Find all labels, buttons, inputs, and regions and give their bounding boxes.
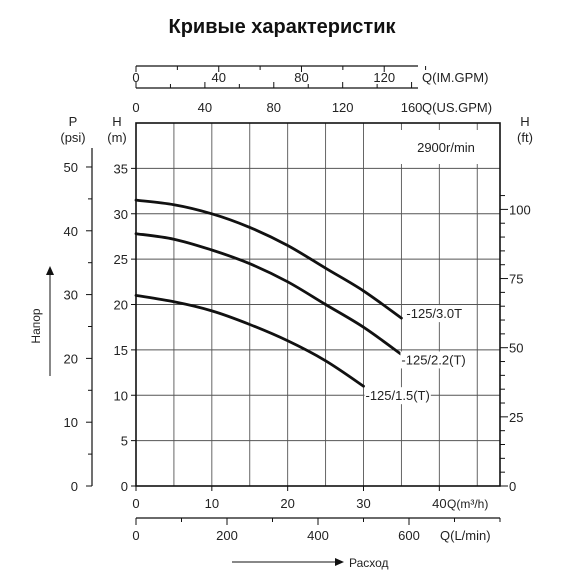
ft-tick-label: 50 bbox=[509, 341, 523, 356]
series-label-bg bbox=[364, 387, 431, 405]
imgpm-axis-unit: Q(IM.GPM) bbox=[422, 70, 488, 85]
lmin-axis-unit: Q(L/min) bbox=[440, 528, 491, 543]
ft-tick-label: 0 bbox=[509, 479, 516, 494]
psi-axis-title: P bbox=[69, 114, 78, 129]
x-axis-unit-m3h: Q(m³/h) bbox=[447, 497, 488, 511]
speed-box bbox=[392, 130, 498, 164]
imgpm-tick-label: 0 bbox=[132, 70, 139, 85]
y-name-arrowhead bbox=[46, 266, 54, 275]
curves bbox=[134, 198, 403, 388]
speed-label: 2900r/min bbox=[417, 140, 475, 155]
usgpm-axis-unit: Q(US.GPM) bbox=[422, 100, 492, 115]
usgpm-tick-label: 0 bbox=[132, 100, 139, 115]
h-tick-label: 20 bbox=[114, 298, 128, 313]
psi-tick-label: 30 bbox=[64, 288, 78, 303]
h-tick-label: 0 bbox=[121, 479, 128, 494]
lmin-tick-label: 600 bbox=[398, 528, 420, 543]
lmin-tick-label: 400 bbox=[307, 528, 329, 543]
psi-tick-label: 40 bbox=[64, 224, 78, 239]
x-axis-name: Расход bbox=[349, 556, 389, 570]
x-name-arrowhead bbox=[335, 558, 344, 566]
grid bbox=[136, 123, 500, 486]
usgpm-tick-label: 80 bbox=[267, 100, 281, 115]
h-tick-label: 30 bbox=[114, 207, 128, 222]
x-tick-label: 20 bbox=[280, 496, 294, 511]
psi-tick-label: 50 bbox=[64, 160, 78, 175]
x-tick-label: 30 bbox=[356, 496, 370, 511]
ft-tick-label: 25 bbox=[509, 410, 523, 425]
psi-tick-label: 0 bbox=[71, 479, 78, 494]
psi-axis-unit: (psi) bbox=[60, 130, 85, 145]
tick-labels: 0 10 20 30 40 Q(m³/h)0 200 400 600 Q(L/min)0 40 80 1… bbox=[29, 70, 533, 570]
axes bbox=[46, 65, 508, 566]
h-tick-label: 15 bbox=[114, 343, 128, 358]
y-axis-name: Напор bbox=[29, 308, 43, 344]
h-axis-title: H bbox=[112, 114, 121, 129]
h-axis-unit: (m) bbox=[107, 130, 127, 145]
imgpm-tick-label: 120 bbox=[373, 70, 395, 85]
usgpm-tick-label: 120 bbox=[332, 100, 354, 115]
psi-tick-label: 10 bbox=[64, 415, 78, 430]
series-label-bg bbox=[400, 351, 467, 369]
series-labels: 2900r/min -125/3.0T -125/2.2(T) -125/1.5(T) bbox=[364, 130, 498, 405]
series-label-2: -125/2.2(T) bbox=[401, 352, 465, 367]
ft-axis-unit: (ft) bbox=[517, 130, 533, 145]
x-tick-label: 0 bbox=[132, 496, 139, 511]
ft-tick-label: 100 bbox=[509, 202, 531, 217]
h-tick-label: 35 bbox=[114, 161, 128, 176]
curve-2 bbox=[134, 232, 403, 356]
usgpm-tick-label: 40 bbox=[198, 100, 212, 115]
curve-1 bbox=[134, 198, 403, 320]
ft-axis-title: H bbox=[520, 114, 529, 129]
x-tick-label: 10 bbox=[205, 496, 219, 511]
h-tick-label: 10 bbox=[114, 388, 128, 403]
imgpm-tick-label: 40 bbox=[212, 70, 226, 85]
lmin-tick-label: 0 bbox=[132, 528, 139, 543]
h-tick-label: 25 bbox=[114, 252, 128, 267]
curve-3 bbox=[134, 294, 365, 388]
imgpm-tick-label: 80 bbox=[294, 70, 308, 85]
series-label-bg bbox=[405, 305, 464, 323]
series-label-3: -125/1.5(T) bbox=[366, 388, 430, 403]
ft-tick-label: 75 bbox=[509, 272, 523, 287]
usgpm-tick-label: 160 bbox=[401, 100, 423, 115]
x-tick-label: 40 bbox=[432, 496, 446, 511]
lmin-tick-label: 200 bbox=[216, 528, 238, 543]
series-label-1: -125/3.0T bbox=[406, 306, 462, 321]
chart-title: Кривые характеристик bbox=[168, 16, 396, 38]
psi-tick-label: 20 bbox=[64, 351, 78, 366]
h-tick-label: 5 bbox=[121, 434, 128, 449]
